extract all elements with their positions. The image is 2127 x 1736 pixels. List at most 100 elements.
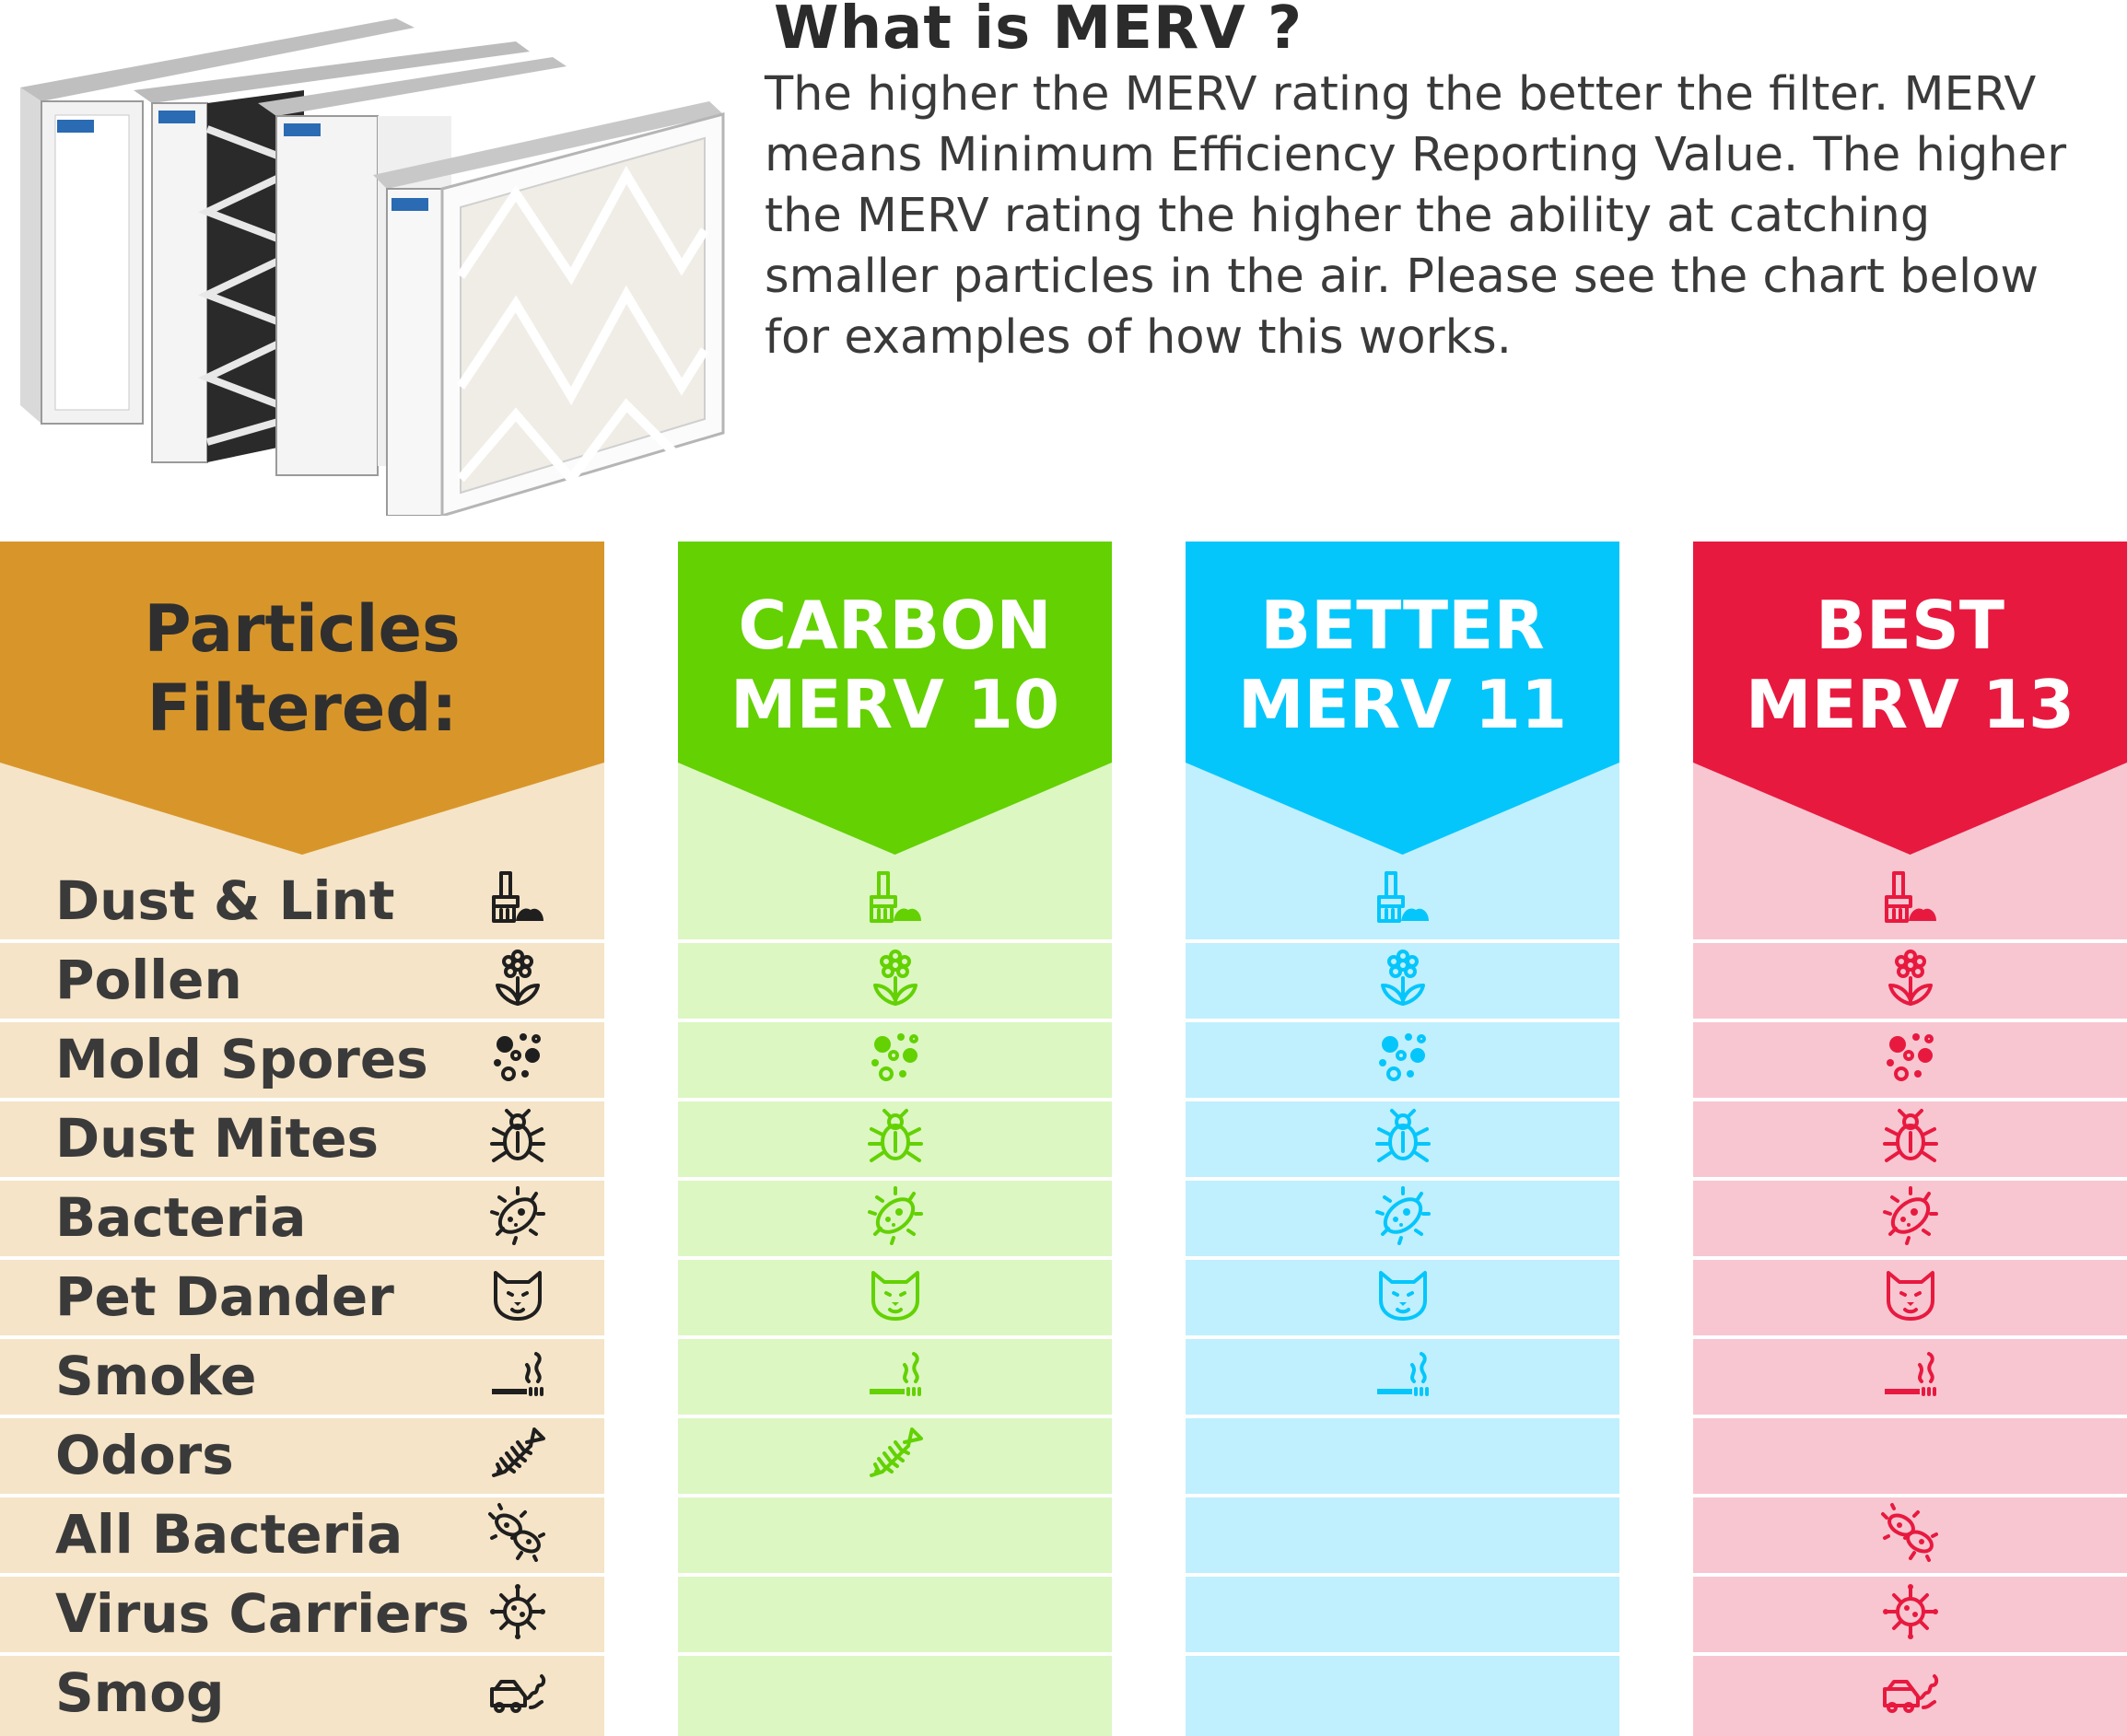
cat-icon — [1373, 1265, 1432, 1324]
best-merv13-row — [1693, 1101, 2127, 1175]
cigarette-icon — [1881, 1345, 1940, 1404]
broom-dust-icon — [488, 869, 547, 928]
particle-label: Pet Dander — [55, 1265, 394, 1328]
best-merv13-row — [1693, 1339, 2127, 1413]
best-merv13-row — [1693, 1260, 2127, 1334]
carbon-merv10-row — [678, 1022, 1112, 1096]
fish-bone-icon — [866, 1424, 925, 1483]
better-merv11-row — [1186, 1181, 1619, 1254]
better-merv11-row — [1186, 864, 1619, 938]
intro-paragraph: The higher the MERV rating the better th… — [765, 67, 2067, 365]
air-filter-product-photo — [0, 0, 737, 518]
particles-column: Particles Filtered: Dust & Lint Pollen M… — [0, 542, 604, 1736]
carbon-merv10-line1: CARBON — [738, 587, 1052, 664]
better-merv11-row — [1186, 1577, 1619, 1650]
carbon-merv10-row — [678, 1260, 1112, 1334]
broom-dust-icon — [866, 869, 925, 928]
particle-row: Dust & Lint — [0, 864, 604, 938]
best-merv13-row — [1693, 1656, 2127, 1730]
particle-label: Bacteria — [55, 1186, 307, 1249]
best-merv13-row — [1693, 864, 2127, 938]
particle-label: Odors — [55, 1424, 234, 1486]
particle-label: All Bacteria — [55, 1503, 403, 1566]
better-merv11-row — [1186, 1656, 1619, 1730]
particle-label: Pollen — [55, 949, 242, 1011]
particles-header-line1: Particles — [144, 591, 461, 667]
better-merv11-line1: BETTER — [1260, 587, 1545, 664]
cigarette-icon — [1373, 1345, 1432, 1404]
better-merv11-line2: MERV 11 — [1237, 666, 1568, 743]
flower-icon — [488, 949, 547, 1008]
particle-row: Bacteria — [0, 1181, 604, 1254]
particle-label: Smoke — [55, 1345, 257, 1407]
better-merv11-row — [1186, 943, 1619, 1017]
best-merv13-row — [1693, 1022, 2127, 1096]
carbon-merv10-row — [678, 1656, 1112, 1730]
bug-icon — [1373, 1107, 1432, 1166]
best-merv13-row — [1693, 1181, 2127, 1254]
best-merv13-line1: BEST — [1815, 587, 2005, 664]
fish-bone-icon — [488, 1424, 547, 1483]
broom-dust-icon — [1881, 869, 1940, 928]
particle-label: Virus Carriers — [55, 1582, 470, 1645]
carbon-merv10-line2: MERV 10 — [730, 666, 1060, 743]
particle-row: Pollen — [0, 943, 604, 1017]
particle-row: Pet Dander — [0, 1260, 604, 1334]
car-exhaust-icon — [1881, 1661, 1940, 1720]
cat-icon — [488, 1265, 547, 1324]
flower-icon — [866, 949, 925, 1008]
flower-icon — [1881, 949, 1940, 1008]
bug-icon — [1881, 1107, 1940, 1166]
particle-label: Smog — [55, 1661, 225, 1724]
particle-row: All Bacteria — [0, 1497, 604, 1571]
carbon-merv10-row — [678, 1418, 1112, 1492]
virus-icon — [1881, 1582, 1940, 1641]
carbon-merv10-row — [678, 943, 1112, 1017]
broom-dust-icon — [1373, 869, 1432, 928]
bacteria-pair-icon — [1880, 1503, 1940, 1562]
better-merv11-row — [1186, 1497, 1619, 1571]
particle-row: Dust Mites — [0, 1101, 604, 1175]
flower-icon — [1373, 949, 1432, 1008]
virus-icon — [488, 1582, 547, 1641]
cat-icon — [1881, 1265, 1940, 1324]
cat-icon — [866, 1265, 925, 1324]
better-merv11-row — [1186, 1418, 1619, 1492]
best-merv13-row — [1693, 1497, 2127, 1571]
particles-header-line2: Filtered: — [146, 670, 458, 746]
bacteria-pair-icon — [488, 1503, 547, 1562]
better-merv11-row — [1186, 1101, 1619, 1175]
better-merv11-column: BETTER MERV 11 — [1186, 542, 1619, 1736]
bacteria-icon — [1881, 1186, 1940, 1245]
car-exhaust-icon — [488, 1661, 547, 1720]
best-merv13-line2: MERV 13 — [1745, 666, 2075, 743]
best-merv13-row — [1693, 943, 2127, 1017]
particle-label: Dust Mites — [55, 1107, 380, 1170]
carbon-merv10-row — [678, 1181, 1112, 1254]
particle-row: Mold Spores — [0, 1022, 604, 1096]
better-merv11-row — [1186, 1339, 1619, 1413]
particle-row: Odors — [0, 1418, 604, 1492]
spores-icon — [866, 1028, 925, 1087]
carbon-merv10-row — [678, 1577, 1112, 1650]
bug-icon — [488, 1107, 547, 1166]
particle-row: Virus Carriers — [0, 1577, 604, 1650]
particle-row: Smog — [0, 1656, 604, 1730]
carbon-merv10-row — [678, 864, 1112, 938]
page-title: What is MERV ? — [774, 0, 1303, 63]
bacteria-icon — [866, 1186, 925, 1245]
spores-icon — [1881, 1028, 1940, 1087]
particle-row: Smoke — [0, 1339, 604, 1413]
bacteria-icon — [1373, 1186, 1432, 1245]
particles-column-shape — [0, 542, 604, 1736]
best-merv13-column: BEST MERV 13 — [1693, 542, 2127, 1736]
cigarette-icon — [866, 1345, 925, 1404]
carbon-merv10-row — [678, 1101, 1112, 1175]
bug-icon — [866, 1107, 925, 1166]
best-merv13-row — [1693, 1418, 2127, 1492]
better-merv11-row — [1186, 1260, 1619, 1334]
particle-label: Mold Spores — [55, 1028, 428, 1090]
bacteria-icon — [488, 1186, 547, 1245]
spores-icon — [1373, 1028, 1432, 1087]
particle-label: Dust & Lint — [55, 869, 395, 932]
